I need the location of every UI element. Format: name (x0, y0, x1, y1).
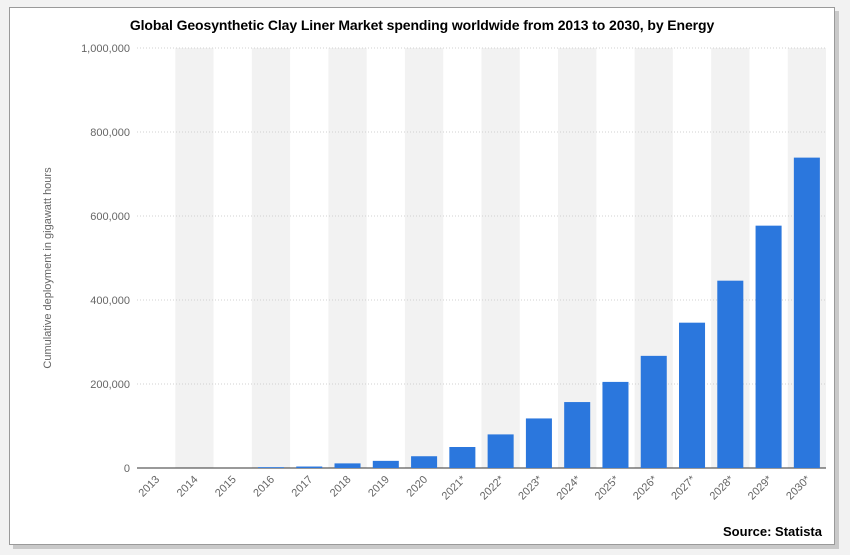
x-tick-label: 2025* (593, 473, 622, 502)
y-tick-label: 600,000 (90, 211, 130, 223)
x-tick-label: 2029* (746, 473, 775, 502)
x-tick-label: 2015 (213, 474, 239, 500)
bar-2024* (564, 402, 591, 468)
bar-2020 (411, 456, 438, 468)
bar-2026* (640, 355, 667, 468)
chart-plot: 0 200,000 400,000 600,000 800,000 1,000,000 20… (42, 43, 826, 502)
x-tick-label: 2027* (669, 473, 698, 502)
y-tick-label: 0 (124, 463, 130, 475)
chart-frame: Global Geosynthetic Clay Liner Market sp… (9, 7, 835, 545)
x-tick-label: 2014 (175, 474, 201, 500)
bar-2021* (449, 447, 476, 468)
plot-band (404, 48, 444, 468)
x-tick-label: 2013 (136, 474, 162, 500)
y-tick-label: 1,000,000 (81, 43, 130, 55)
bar-2017 (296, 466, 323, 468)
y-tick-label: 400,000 (90, 295, 130, 307)
bar-2029* (755, 225, 782, 468)
x-tick-label: 2018 (328, 474, 354, 500)
bar-2025* (602, 381, 629, 468)
bar-2022* (487, 434, 514, 468)
x-tick-label: 2017 (290, 474, 316, 500)
x-tick-label: 2028* (708, 473, 737, 502)
plot-band (175, 48, 214, 468)
bar-2023* (525, 418, 552, 468)
bar-2030* (793, 157, 820, 468)
bar-2027* (679, 322, 706, 468)
plot-band (251, 48, 291, 468)
x-tick-label: 2020 (404, 474, 430, 500)
x-tick-label: 2021* (440, 473, 469, 502)
source-label: Source: Statista (723, 524, 822, 539)
x-tick-label: 2024* (554, 473, 583, 502)
bar-2028* (717, 280, 744, 468)
plot-band (328, 48, 367, 468)
bar-2016 (257, 467, 284, 468)
plot-band (481, 48, 520, 468)
bar-2018 (334, 463, 361, 468)
x-tick-label: 2026* (631, 473, 660, 502)
y-axis-label: Cumulative deployment in gigawatt hours (42, 167, 54, 369)
bar-2019 (372, 460, 399, 468)
y-tick-label: 200,000 (90, 379, 130, 391)
y-tick-label: 800,000 (90, 127, 130, 139)
x-tick-label: 2030* (784, 473, 813, 502)
x-tick-label: 2019 (366, 474, 392, 500)
plot-band (558, 48, 597, 468)
chart-title: Global Geosynthetic Clay Liner Market sp… (129, 17, 715, 33)
x-tick-label: 2023* (516, 473, 545, 502)
x-tick-label: 2022* (478, 473, 507, 502)
x-tick-label: 2016 (251, 474, 277, 500)
